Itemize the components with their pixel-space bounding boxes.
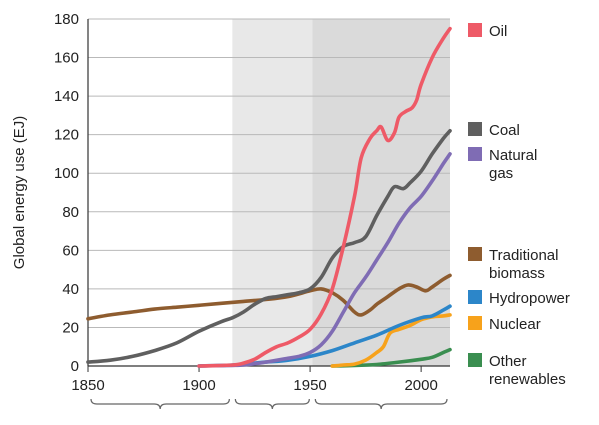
legend-swatch-0 bbox=[468, 23, 482, 37]
shaded-period-1 bbox=[232, 19, 313, 366]
legend-swatch-3 bbox=[468, 247, 482, 261]
legend-label: Other bbox=[489, 353, 527, 370]
legend-label: Oil bbox=[489, 23, 507, 40]
x-tick-label: 1950 bbox=[293, 377, 326, 394]
y-tick-label: 120 bbox=[54, 127, 79, 144]
series-line-oil bbox=[197, 26, 452, 368]
legend-label: Traditional bbox=[489, 247, 558, 264]
legend-swatch-2 bbox=[468, 147, 482, 161]
legend-swatch-5 bbox=[468, 316, 482, 330]
legend-swatch-6 bbox=[468, 353, 482, 367]
legend-label: gas bbox=[489, 165, 513, 182]
period-brace-2 bbox=[234, 398, 310, 410]
y-tick-label: 0 bbox=[71, 358, 79, 375]
legend-swatch-4 bbox=[468, 290, 482, 304]
x-tick-label: 2000 bbox=[404, 377, 437, 394]
y-tick-label: 80 bbox=[62, 204, 79, 221]
y-tick-label: 40 bbox=[62, 281, 79, 298]
period-brace-1 bbox=[90, 398, 230, 410]
legend-label: biomass bbox=[489, 265, 545, 282]
series-line-coal bbox=[86, 129, 452, 364]
shaded-period-2 bbox=[312, 19, 450, 366]
period-brace-3 bbox=[314, 398, 448, 410]
legend-label: Natural bbox=[489, 147, 537, 164]
y-axis-title: Global energy use (EJ) bbox=[11, 116, 28, 269]
y-tick-label: 100 bbox=[54, 165, 79, 182]
series-line-traditional-biomass bbox=[86, 273, 452, 321]
y-tick-label: 140 bbox=[54, 88, 79, 105]
series-line-natural-gas bbox=[197, 152, 452, 368]
legend-label: Hydropower bbox=[489, 290, 570, 307]
x-tick-label: 1900 bbox=[182, 377, 215, 394]
legend-label: renewables bbox=[489, 371, 566, 388]
legend-swatch-1 bbox=[468, 122, 482, 136]
x-tick-label: 1850 bbox=[71, 377, 104, 394]
legend-label: Coal bbox=[489, 122, 520, 139]
y-tick-label: 60 bbox=[62, 242, 79, 259]
legend-label: Nuclear bbox=[489, 316, 541, 333]
y-tick-label: 20 bbox=[62, 319, 79, 336]
y-tick-label: 180 bbox=[54, 11, 79, 28]
y-tick-label: 160 bbox=[54, 50, 79, 67]
